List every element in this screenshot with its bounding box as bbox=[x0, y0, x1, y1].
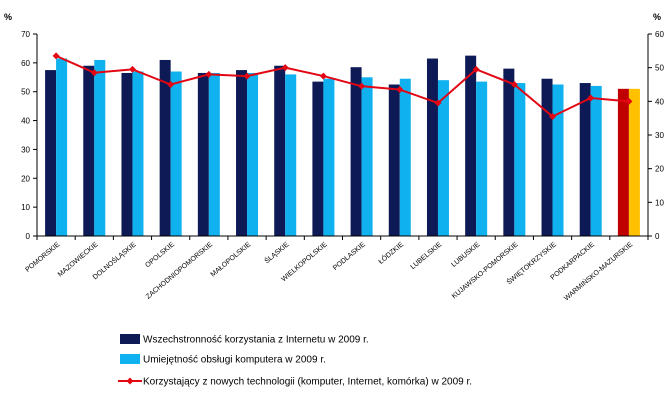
category-label: LUBELSKIE bbox=[410, 241, 444, 271]
line-point bbox=[434, 99, 442, 107]
bar-internet bbox=[274, 65, 286, 236]
bar-internet bbox=[350, 67, 362, 236]
right-axis-unit: % bbox=[653, 12, 661, 22]
bar-internet bbox=[197, 72, 209, 236]
left-tick-label: 70 bbox=[21, 30, 30, 39]
bar-computer bbox=[476, 81, 488, 236]
line-series bbox=[52, 52, 633, 120]
bar-internet bbox=[121, 72, 133, 236]
right-tick-label: 40 bbox=[655, 97, 664, 106]
line-point bbox=[243, 72, 251, 80]
line-point bbox=[319, 72, 327, 80]
bars bbox=[45, 55, 640, 237]
line-point bbox=[587, 94, 595, 102]
bar-computer bbox=[285, 74, 297, 237]
right-tick-label: 10 bbox=[655, 198, 664, 207]
line-point bbox=[128, 65, 136, 73]
left-axis: 0 10 20 30 40 50 60 70 bbox=[21, 30, 37, 241]
legend-swatch-computer bbox=[120, 354, 140, 364]
line-point bbox=[396, 86, 404, 94]
category-label: ŚLĄSKIE bbox=[262, 239, 290, 265]
bar-computer bbox=[590, 85, 602, 236]
bar-computer bbox=[361, 77, 373, 237]
line-point bbox=[625, 97, 633, 105]
axes-lines bbox=[36, 34, 649, 240]
left-tick-label: 30 bbox=[21, 145, 30, 154]
bar-computer bbox=[323, 78, 335, 236]
bar-internet bbox=[312, 81, 324, 236]
line-point bbox=[510, 81, 518, 88]
legend-label: Wszechstronność korzystania z Internetu … bbox=[143, 335, 369, 346]
bar-internet bbox=[236, 70, 248, 236]
category-label: LUBUSKIE bbox=[450, 241, 481, 269]
left-axis-unit: % bbox=[4, 12, 12, 22]
bar-computer bbox=[56, 58, 68, 237]
left-tick-label: 60 bbox=[21, 59, 30, 68]
legend: Wszechstronność korzystania z Internetu … bbox=[118, 334, 472, 388]
bar-internet bbox=[159, 59, 171, 236]
left-tick-label: 40 bbox=[21, 117, 30, 126]
legend-label: Umiejętność obsługi komputera w 2009 r. bbox=[143, 355, 326, 366]
left-tick-label: 10 bbox=[21, 203, 30, 212]
bar-computer bbox=[399, 78, 411, 236]
category-label: PODLASKIE bbox=[332, 241, 367, 272]
category-label: MAZOWIECKIE bbox=[57, 241, 100, 279]
bar-computer bbox=[514, 83, 526, 236]
bar-internet bbox=[83, 65, 95, 236]
bar-computer bbox=[94, 59, 106, 236]
line-point bbox=[281, 64, 289, 72]
right-tick-label: 30 bbox=[655, 131, 664, 140]
right-tick-label: 0 bbox=[655, 232, 660, 241]
legend-label: Korzystający z nowych technologii (kompu… bbox=[143, 377, 472, 388]
bar-internet bbox=[541, 78, 553, 236]
right-axis: 0 10 20 30 40 50 60 bbox=[648, 30, 664, 241]
bar-internet bbox=[45, 70, 57, 236]
category-label: ŁÓDZKIE bbox=[376, 239, 405, 265]
line-technology bbox=[55, 54, 629, 118]
bar-computer bbox=[170, 71, 182, 236]
line-point bbox=[205, 70, 213, 78]
line-point bbox=[167, 81, 175, 88]
legend-swatch-marker bbox=[126, 377, 134, 385]
bar-computer bbox=[628, 88, 640, 236]
category-label: ZACHODNIOPOMORSKIE bbox=[145, 241, 214, 301]
bar-internet bbox=[579, 83, 591, 236]
left-tick-label: 20 bbox=[21, 174, 30, 183]
right-tick-label: 20 bbox=[655, 165, 664, 174]
bar-internet bbox=[465, 55, 477, 237]
category-label: KUJAWSKO-POMORSKIE bbox=[451, 241, 520, 300]
bar-computer bbox=[437, 80, 449, 237]
line-point bbox=[52, 52, 60, 60]
category-label: OPOLSKIE bbox=[144, 241, 176, 269]
line-point bbox=[472, 65, 480, 73]
line-point bbox=[549, 112, 557, 120]
bar-internet bbox=[388, 84, 400, 236]
line-point bbox=[358, 82, 366, 90]
line-point bbox=[90, 69, 98, 77]
bar-internet bbox=[503, 68, 515, 236]
category-label: POMORSKIE bbox=[24, 241, 61, 274]
right-tick-label: 60 bbox=[655, 30, 664, 39]
left-tick-label: 50 bbox=[21, 88, 30, 97]
legend-swatch-internet bbox=[120, 334, 140, 344]
bar-computer bbox=[247, 72, 259, 236]
bar-internet bbox=[617, 88, 629, 236]
category-label: WARMIŃSKO-MAZURSKIE bbox=[562, 239, 635, 302]
bar-computer bbox=[132, 71, 144, 236]
bar-computer bbox=[208, 72, 220, 236]
right-tick-label: 50 bbox=[655, 64, 664, 73]
bar-internet bbox=[426, 58, 438, 237]
bar-computer bbox=[552, 84, 564, 236]
left-tick-label: 0 bbox=[26, 232, 31, 241]
category-label: MAŁOPOLSKIE bbox=[210, 241, 253, 279]
